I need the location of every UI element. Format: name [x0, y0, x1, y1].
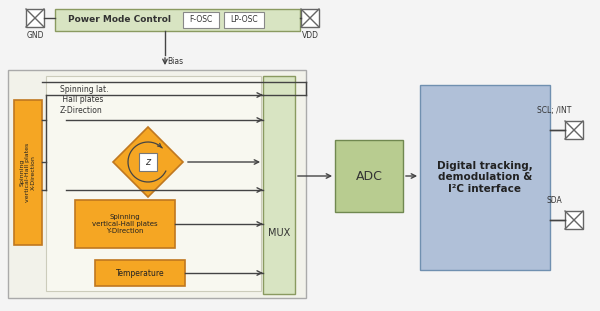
- Text: Spinning
vertical-Hall plates
Y-Direction: Spinning vertical-Hall plates Y-Directio…: [92, 214, 158, 234]
- Polygon shape: [113, 127, 183, 197]
- Bar: [55, 9, 300, 31]
- Bar: [301, 9, 319, 27]
- Bar: [263, 76, 295, 294]
- Bar: [224, 12, 264, 28]
- Text: SDA: SDA: [546, 196, 562, 205]
- Bar: [565, 211, 583, 229]
- Text: LP-OSC: LP-OSC: [230, 16, 258, 25]
- Text: Spinning lat.
 Hall plates
Z-Direction: Spinning lat. Hall plates Z-Direction: [60, 85, 109, 115]
- Bar: [95, 260, 185, 286]
- Bar: [46, 76, 261, 291]
- Bar: [565, 121, 583, 139]
- Bar: [75, 200, 175, 248]
- Text: GND: GND: [26, 31, 44, 40]
- Bar: [335, 140, 403, 212]
- Text: SCL; /INT: SCL; /INT: [537, 106, 571, 115]
- Text: F-OSC: F-OSC: [190, 16, 212, 25]
- Text: Power Mode Control: Power Mode Control: [68, 16, 172, 25]
- Text: MUX: MUX: [268, 228, 290, 238]
- Text: Temperature: Temperature: [116, 268, 164, 277]
- Text: Digital tracking,
demodulation &
I²C interface: Digital tracking, demodulation & I²C int…: [437, 161, 533, 194]
- Bar: [183, 12, 219, 28]
- Bar: [14, 100, 42, 245]
- Text: Bias: Bias: [167, 58, 183, 67]
- Text: VDD: VDD: [302, 31, 319, 40]
- Text: z: z: [145, 157, 151, 167]
- Text: Spinning
vertical-Hall plates
X-Direction: Spinning vertical-Hall plates X-Directio…: [20, 143, 37, 202]
- Bar: [8, 70, 306, 298]
- Bar: [139, 153, 157, 171]
- Text: ADC: ADC: [356, 169, 382, 183]
- Bar: [26, 9, 44, 27]
- Bar: [420, 85, 550, 270]
